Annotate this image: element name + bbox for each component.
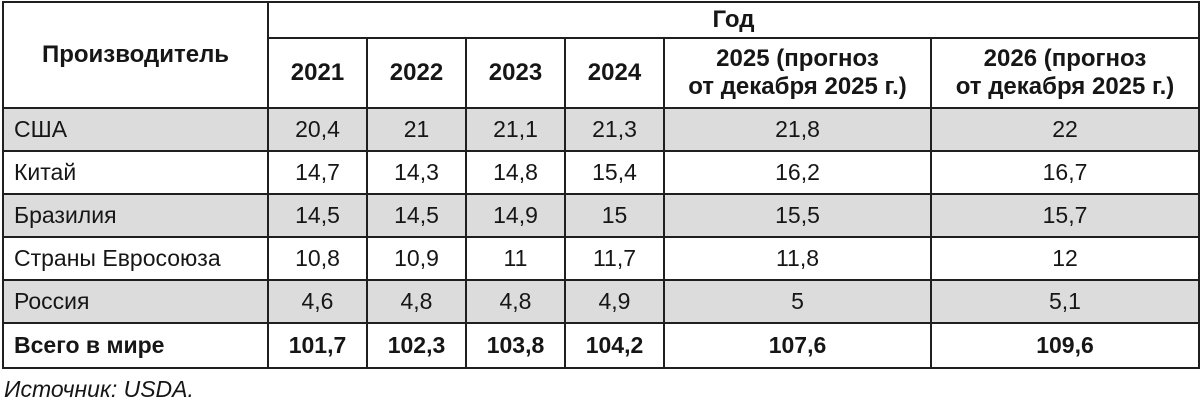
value-cell: 14,7: [267, 150, 368, 195]
value-cell: 11: [465, 236, 566, 281]
total-value-cell: 107,6: [663, 322, 932, 369]
value-cell: 14,3: [366, 150, 467, 195]
table-row-russia: Россия 4,6 4,8 4,8 4,9 5 5,1: [2, 279, 1200, 324]
value-cell: 21: [366, 107, 467, 152]
value-cell: 15,7: [930, 193, 1200, 238]
column-header-2025-line1: 2025 (прогноз: [716, 45, 879, 73]
header-row-year-group: Производитель Год: [2, 1, 1200, 109]
value-cell: 16,2: [663, 150, 932, 195]
table-header: Производитель Год 2021 2022 2023 2024 20…: [2, 1, 1200, 109]
total-value-cell: 104,2: [564, 322, 665, 369]
total-value-cell: 101,7: [267, 322, 368, 369]
value-cell: 4,8: [465, 279, 566, 324]
value-cell: 16,7: [930, 150, 1200, 195]
value-cell: 5: [663, 279, 932, 324]
table-body: США 20,4 21 21,1 21,3 21,8 22 Китай 14,7…: [2, 107, 1200, 369]
value-cell: 21,3: [564, 107, 665, 152]
value-cell: 11,7: [564, 236, 665, 281]
producer-cell: США: [2, 107, 269, 152]
value-cell: 10,9: [366, 236, 467, 281]
column-header-2023: 2023: [465, 37, 566, 109]
total-label-cell: Всего в мире: [2, 322, 269, 369]
value-cell: 14,9: [465, 193, 566, 238]
column-header-2024: 2024: [564, 37, 665, 109]
column-header-2021: 2021: [267, 37, 368, 109]
table-row-china: Китай 14,7 14,3 14,8 15,4 16,2 16,7: [2, 150, 1200, 195]
table-row-eu: Страны Евросоюза 10,8 10,9 11 11,7 11,8 …: [2, 236, 1200, 281]
value-cell: 5,1: [930, 279, 1200, 324]
producer-cell: Китай: [2, 150, 269, 195]
column-header-2025-forecast: 2025 (прогноз от декабря 2025 г.): [663, 37, 932, 109]
table-row-usa: США 20,4 21 21,1 21,3 21,8 22: [2, 107, 1200, 152]
producer-cell: Страны Евросоюза: [2, 236, 269, 281]
value-cell: 14,8: [465, 150, 566, 195]
value-cell: 21,1: [465, 107, 566, 152]
value-cell: 21,8: [663, 107, 932, 152]
value-cell: 14,5: [267, 193, 368, 238]
producer-cell: Россия: [2, 279, 269, 324]
header-row-years: 2021 2022 2023 2024 2025 (прогноз от дек…: [3, 37, 1200, 109]
value-cell: 4,6: [267, 279, 368, 324]
source-note: Источник: USDA.: [4, 376, 194, 402]
value-cell: 10,8: [267, 236, 368, 281]
production-by-year-table: Производитель Год 2021 2022 2023 2024 20…: [2, 1, 1200, 369]
value-cell: 15,5: [663, 193, 932, 238]
value-cell: 15: [564, 193, 665, 238]
column-header-2026-line2: от декабря 2025 г.): [955, 73, 1175, 100]
column-header-2026-line1: 2026 (прогноз: [983, 45, 1147, 73]
column-header-2022: 2022: [366, 37, 467, 109]
value-cell: 4,9: [564, 279, 665, 324]
producer-column-header: Производитель: [2, 1, 269, 109]
value-cell: 11,8: [663, 236, 932, 281]
total-value-cell: 103,8: [465, 322, 566, 369]
column-header-2025-line2: от декабря 2025 г.): [688, 73, 907, 100]
value-cell: 12: [930, 236, 1200, 281]
producer-cell: Бразилия: [2, 193, 269, 238]
table-row-world-total: Всего в мире 101,7 102,3 103,8 104,2 107…: [2, 322, 1200, 369]
value-cell: 22: [930, 107, 1200, 152]
total-value-cell: 109,6: [930, 322, 1200, 369]
table-row-brazil: Бразилия 14,5 14,5 14,9 15 15,5 15,7: [2, 193, 1200, 238]
value-cell: 20,4: [267, 107, 368, 152]
year-group-header: Год: [267, 1, 1200, 39]
value-cell: 14,5: [366, 193, 467, 238]
value-cell: 15,4: [564, 150, 665, 195]
column-header-2026-forecast: 2026 (прогноз от декабря 2025 г.): [930, 37, 1200, 109]
value-cell: 4,8: [366, 279, 467, 324]
total-value-cell: 102,3: [366, 322, 467, 369]
